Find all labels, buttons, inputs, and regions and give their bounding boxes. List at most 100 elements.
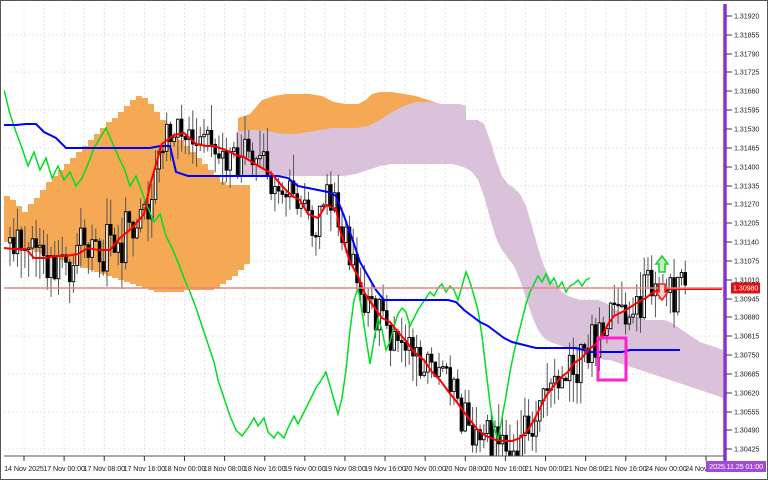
candle-body — [161, 150, 165, 154]
time-tick-label: 20 Nov 00:00 — [404, 464, 446, 473]
price-tick-label: 1.30555 — [734, 407, 760, 417]
candle-body — [444, 366, 449, 369]
candle-body — [235, 147, 240, 177]
candle-body — [582, 344, 587, 349]
candle-body — [135, 227, 139, 239]
candle-body — [392, 330, 397, 351]
candle-body — [258, 154, 262, 160]
price-tick-label: 1.31790 — [734, 49, 760, 59]
candle-body — [291, 180, 296, 195]
candle-body — [362, 293, 367, 313]
candle-body — [187, 129, 191, 141]
candle-body — [53, 255, 57, 280]
time-tick-label: 21 Nov 16:00 — [604, 464, 647, 473]
candle-body — [127, 211, 132, 223]
time-tick-label: 17 Nov 00:00 — [43, 464, 85, 473]
price-tick-label: 1.31075 — [734, 256, 760, 266]
candle-body — [385, 310, 389, 326]
candle-body — [463, 402, 467, 432]
candle-body — [97, 240, 102, 263]
time-tick-label: 17 Nov 16:00 — [123, 464, 166, 473]
price-tick-label: 1.31660 — [734, 86, 760, 96]
candle-body — [232, 147, 236, 152]
candle-body — [317, 205, 322, 237]
candle-body — [418, 346, 423, 376]
candle-body — [82, 227, 87, 246]
candle-body — [351, 253, 355, 266]
candle-body — [627, 316, 632, 325]
candle-body — [247, 138, 251, 152]
candle-body — [261, 151, 266, 156]
price-tick-label: 1.30815 — [734, 331, 760, 341]
candle-body — [526, 415, 531, 434]
candle-body — [493, 426, 497, 456]
time-tick-label: 24 Nov 00:00 — [645, 464, 687, 473]
time-tick-label: 24 Nov 08:00 — [685, 464, 727, 473]
candle-body — [310, 210, 314, 236]
candle-body — [511, 450, 516, 456]
candle-body — [220, 150, 225, 159]
candle-body — [411, 337, 415, 357]
candle-body — [183, 135, 188, 141]
candle-body — [508, 450, 512, 456]
time-tick-label: 19 Nov 00:00 — [284, 464, 326, 473]
candle-body — [452, 378, 456, 393]
candle-body — [191, 129, 195, 145]
time-tick-label: 19 Nov 16:00 — [364, 464, 406, 473]
candle-body — [467, 402, 471, 426]
candle-body — [403, 342, 408, 351]
price-tick-label: 1.31530 — [734, 124, 760, 134]
candle-body — [150, 199, 154, 220]
candle-body — [414, 346, 419, 357]
candle-body — [202, 133, 206, 138]
candle-body — [64, 254, 68, 263]
candle-body — [45, 255, 50, 279]
candle-body — [94, 239, 98, 242]
price-tick-label: 1.31595 — [734, 105, 760, 115]
candle-body — [631, 313, 635, 318]
candle-body — [168, 123, 173, 142]
price-tick-label: 1.31335 — [734, 181, 760, 191]
price-tick-label: 1.31855 — [734, 30, 760, 40]
candle-body — [564, 377, 568, 382]
candle-body — [224, 150, 229, 171]
current-time-tag: 2025.11.25 01:00 — [706, 461, 766, 472]
price-tick-label: 1.31270 — [734, 199, 760, 209]
candle-body — [325, 184, 329, 206]
signal-box[interactable] — [596, 336, 628, 382]
price-tick-label: 1.31140 — [734, 237, 759, 247]
time-tick-label: 17 Nov 08:00 — [83, 464, 126, 473]
candle-body — [620, 304, 624, 308]
price-tick-label: 1.30490 — [734, 425, 760, 435]
candle-body — [638, 296, 643, 319]
candle-body — [429, 353, 434, 363]
candle-body — [683, 272, 688, 286]
candle-body — [608, 302, 613, 330]
candle-body — [71, 265, 76, 283]
time-tick-label: 14 Nov 2025 — [4, 464, 44, 473]
candle-body — [269, 175, 273, 195]
candle-body — [306, 199, 311, 212]
candle-body — [649, 269, 654, 297]
price-tick-label: 1.31205 — [734, 218, 760, 228]
cloud-purple — [236, 102, 723, 398]
candle-body — [470, 424, 475, 446]
candle-body — [575, 374, 579, 384]
candle-body — [448, 367, 452, 393]
candle-body — [441, 366, 445, 369]
candle-body — [213, 143, 217, 155]
candle-body — [474, 429, 479, 446]
candle-body — [623, 304, 628, 325]
price-tick-label: 1.30880 — [734, 312, 760, 322]
candle-body — [56, 255, 61, 280]
candle-body — [217, 153, 221, 159]
candle-body — [250, 150, 255, 166]
price-tick-label: 1.31920 — [734, 11, 760, 21]
candle-body — [280, 190, 285, 195]
candle-body — [164, 123, 169, 152]
candle-body — [504, 434, 508, 452]
candle-body — [612, 302, 617, 306]
